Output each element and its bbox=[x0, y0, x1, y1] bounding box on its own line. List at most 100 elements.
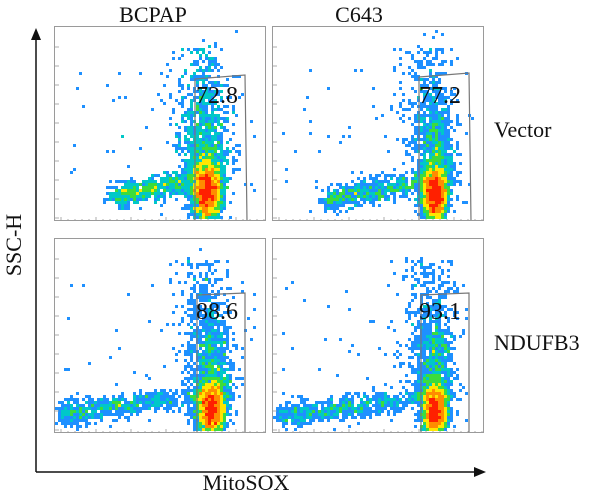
density-cell bbox=[408, 302, 411, 305]
density-cell bbox=[169, 93, 172, 96]
density-cell bbox=[450, 204, 453, 207]
density-cell bbox=[432, 210, 435, 213]
density-cell bbox=[435, 407, 438, 410]
density-cell bbox=[414, 395, 417, 398]
density-cell bbox=[291, 422, 294, 425]
density-cell bbox=[420, 266, 423, 269]
density-cell bbox=[187, 204, 190, 207]
density-cell bbox=[450, 147, 453, 150]
density-cell bbox=[196, 159, 199, 162]
density-cell bbox=[342, 401, 345, 404]
density-cell bbox=[444, 111, 447, 114]
density-cell bbox=[199, 141, 202, 144]
density-cell bbox=[211, 141, 214, 144]
density-cell bbox=[220, 416, 223, 419]
density-cell bbox=[160, 389, 163, 392]
density-cell bbox=[139, 410, 142, 413]
density-cell bbox=[291, 404, 294, 407]
density-cell bbox=[444, 168, 447, 171]
density-cell bbox=[220, 419, 223, 422]
density-cell bbox=[97, 416, 100, 419]
density-cell bbox=[199, 174, 202, 177]
density-cell bbox=[184, 114, 187, 117]
density-cell bbox=[438, 389, 441, 392]
density-cell bbox=[136, 198, 139, 201]
density-cell bbox=[217, 383, 220, 386]
density-cell bbox=[211, 183, 214, 186]
density-cell bbox=[211, 332, 214, 335]
density-cell bbox=[145, 189, 148, 192]
density-cell bbox=[276, 407, 279, 410]
density-cell bbox=[199, 192, 202, 195]
density-cell bbox=[208, 425, 211, 428]
density-cell bbox=[411, 287, 414, 290]
density-cell bbox=[151, 189, 154, 192]
density-cell bbox=[444, 138, 447, 141]
density-cell bbox=[447, 386, 450, 389]
density-cell bbox=[408, 380, 411, 383]
density-cell bbox=[232, 338, 235, 341]
density-cell bbox=[214, 368, 217, 371]
density-cell bbox=[405, 308, 408, 311]
density-cell bbox=[399, 105, 402, 108]
density-cell bbox=[208, 320, 211, 323]
density-cell bbox=[202, 207, 205, 210]
density-cell bbox=[214, 341, 217, 344]
density-cell bbox=[229, 377, 232, 380]
density-cell bbox=[163, 180, 166, 183]
density-cell bbox=[202, 39, 205, 42]
density-cell bbox=[369, 186, 372, 189]
density-cell bbox=[348, 398, 351, 401]
density-cell bbox=[190, 198, 193, 201]
density-cell bbox=[339, 338, 342, 341]
density-cell bbox=[172, 180, 175, 183]
density-cell bbox=[426, 416, 429, 419]
density-cell bbox=[423, 305, 426, 308]
density-cell bbox=[193, 284, 196, 287]
density-cell bbox=[282, 419, 285, 422]
density-cell bbox=[211, 63, 214, 66]
density-cell bbox=[166, 189, 169, 192]
density-cell bbox=[208, 177, 211, 180]
density-cell bbox=[184, 159, 187, 162]
density-cell bbox=[315, 401, 318, 404]
density-cell bbox=[435, 395, 438, 398]
density-cell bbox=[423, 177, 426, 180]
density-cell bbox=[190, 398, 193, 401]
density-cell bbox=[220, 320, 223, 323]
density-cell bbox=[438, 165, 441, 168]
density-cell bbox=[217, 398, 220, 401]
density-cell bbox=[417, 404, 420, 407]
density-cell bbox=[441, 338, 444, 341]
density-cell bbox=[423, 368, 426, 371]
density-cell bbox=[202, 368, 205, 371]
density-cell bbox=[217, 162, 220, 165]
density-cell bbox=[423, 147, 426, 150]
density-cell bbox=[55, 407, 58, 410]
density-cell bbox=[426, 341, 429, 344]
density-cell bbox=[420, 174, 423, 177]
density-cell bbox=[235, 413, 238, 416]
density-cell bbox=[372, 189, 375, 192]
density-cell bbox=[450, 159, 453, 162]
density-cell bbox=[417, 392, 420, 395]
density-cell bbox=[312, 419, 315, 422]
density-cell bbox=[187, 302, 190, 305]
density-cell bbox=[115, 186, 118, 189]
density-cell bbox=[435, 344, 438, 347]
density-cell bbox=[211, 356, 214, 359]
density-cell bbox=[345, 404, 348, 407]
density-cell bbox=[202, 48, 205, 51]
density-cell bbox=[405, 260, 408, 263]
density-cell bbox=[393, 189, 396, 192]
density-cell bbox=[441, 144, 444, 147]
density-cell bbox=[399, 407, 402, 410]
density-cell bbox=[202, 377, 205, 380]
density-cell bbox=[220, 126, 223, 129]
density-cell bbox=[303, 407, 306, 410]
density-cell bbox=[70, 407, 73, 410]
density-cell bbox=[190, 180, 193, 183]
density-cell bbox=[238, 75, 241, 78]
density-cell bbox=[121, 407, 124, 410]
density-cell bbox=[429, 102, 432, 105]
